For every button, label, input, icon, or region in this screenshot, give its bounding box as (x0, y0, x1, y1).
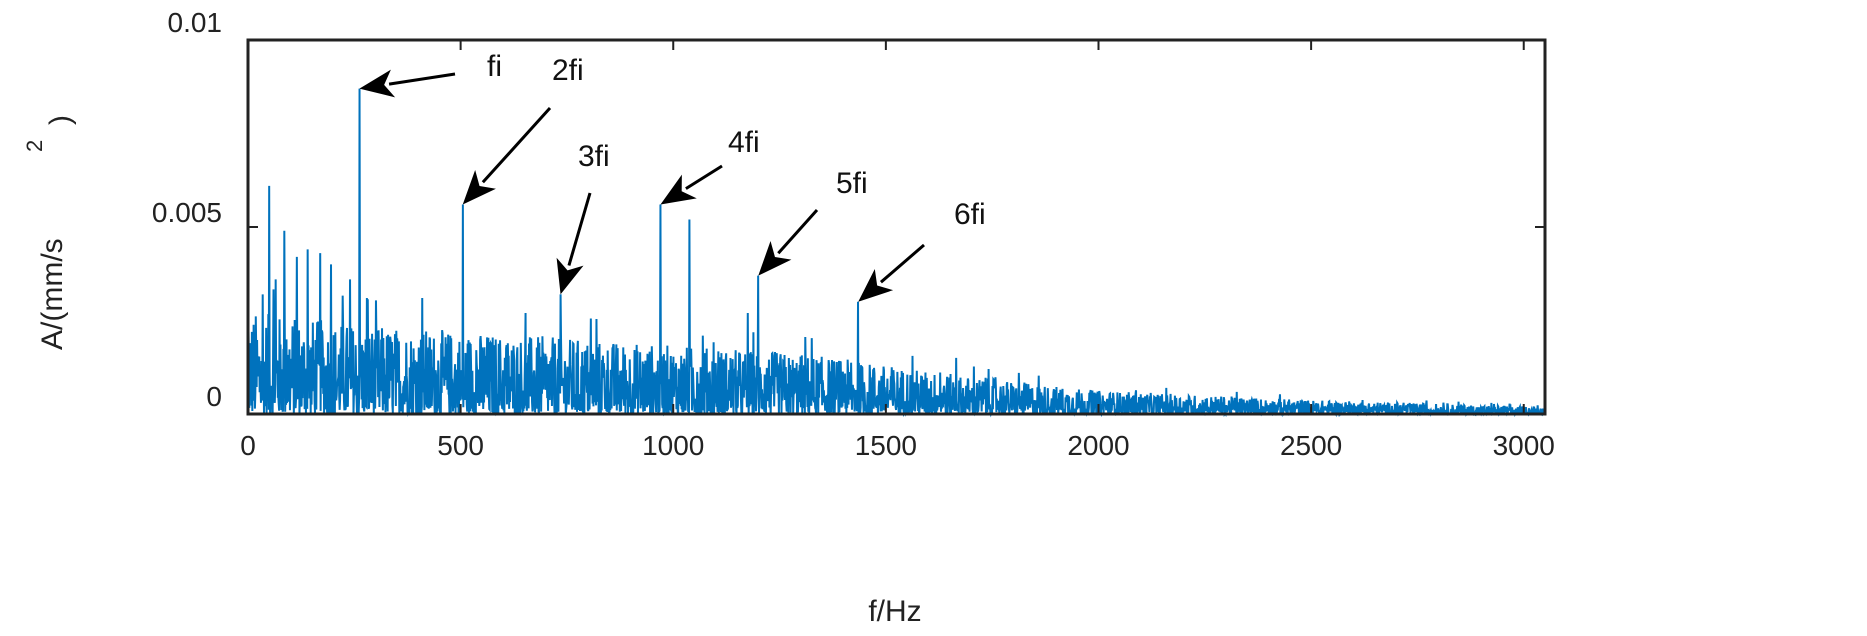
x-tick-label: 2000 (1067, 430, 1129, 461)
y-tick-label: 0.01 (168, 7, 223, 38)
x-tick-label: 2500 (1280, 430, 1342, 461)
annotation-label: 4fi (728, 126, 760, 159)
annotations: fi 2fi 3fi 4fi 5fi 6fi (359, 50, 986, 302)
x-tick-label: 1000 (642, 430, 704, 461)
x-tick-label: 1500 (855, 430, 917, 461)
annotation-label: 6fi (954, 198, 986, 231)
x-axis-label: f/Hz (868, 595, 921, 628)
x-tick-label: 3000 (1493, 430, 1555, 461)
y-axis-label-close: ) (44, 115, 77, 125)
x-tick-label: 0 (240, 430, 256, 461)
y-axis-label: A/(mm/s (36, 238, 69, 350)
y-axis-superscript-group: 2 (22, 140, 47, 152)
y-tick-label: 0.005 (152, 197, 222, 228)
x-tick-label: 500 (437, 430, 484, 461)
annotation-arrow (462, 106, 552, 205)
annotation-label: 2fi (552, 54, 584, 87)
annotation-arrow (758, 208, 819, 276)
annotation-label: 5fi (836, 167, 868, 200)
annotation-arrow (858, 243, 925, 302)
y-tick-label: 0 (206, 381, 222, 412)
spectrum-line (247, 88, 1546, 418)
annotation-arrow (556, 192, 592, 295)
y-axis-label-superscript: 2 (22, 140, 47, 152)
annotation-label: fi (487, 50, 502, 83)
y-axis-close-group: ) (44, 115, 77, 125)
annotation-arrow (359, 69, 456, 98)
annotation-label: 3fi (578, 140, 610, 173)
plot-area (247, 88, 1546, 418)
annotation-arrow (660, 164, 723, 205)
axes: 0 500 1000 1500 2000 2500 3000 0 0.005 0.01 (152, 7, 1555, 461)
y-axis-label-group: A/(mm/s (36, 238, 69, 350)
